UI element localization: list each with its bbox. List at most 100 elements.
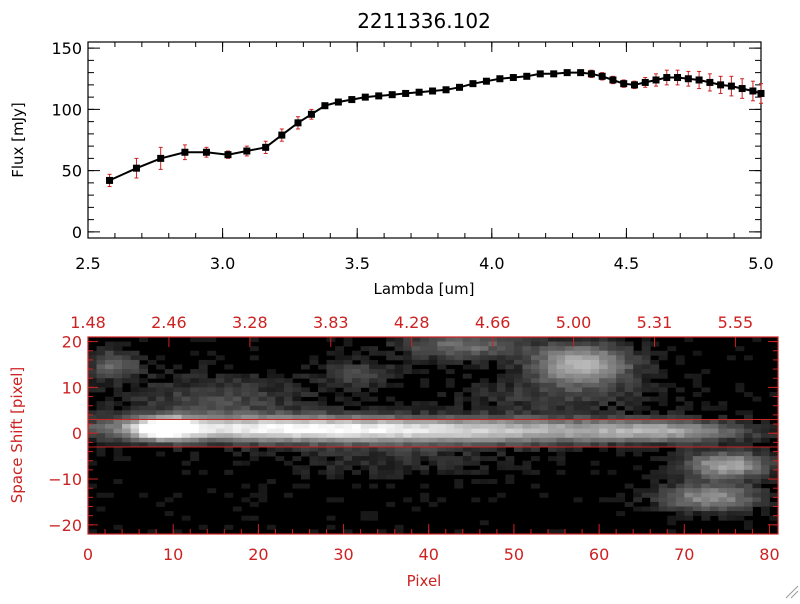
image-pixel bbox=[335, 396, 344, 402]
resize-grip[interactable] bbox=[785, 585, 799, 599]
pixel-tick-label: 0 bbox=[83, 545, 93, 564]
image-pixel bbox=[667, 419, 677, 425]
image-pixel bbox=[352, 401, 361, 407]
image-pixel bbox=[190, 369, 200, 375]
image-pixel bbox=[590, 346, 600, 352]
image-pixel bbox=[616, 382, 626, 388]
image-pixel bbox=[343, 451, 353, 457]
image-pixel bbox=[556, 414, 566, 420]
image-pixel bbox=[181, 460, 191, 466]
image-pixel bbox=[505, 433, 515, 439]
image-pixel bbox=[428, 401, 438, 407]
image-pixel bbox=[224, 364, 234, 370]
image-pixel bbox=[675, 424, 685, 430]
image-pixel bbox=[198, 369, 208, 375]
image-pixel bbox=[241, 446, 251, 452]
image-pixel bbox=[198, 414, 208, 420]
image-pixel bbox=[335, 424, 344, 430]
image-pixel bbox=[513, 424, 523, 430]
image-pixel bbox=[684, 419, 694, 425]
image-pixel bbox=[156, 437, 166, 443]
image-pixel bbox=[488, 456, 498, 462]
image-pixel bbox=[522, 424, 532, 430]
image-pixel bbox=[164, 382, 174, 388]
image-pixel bbox=[207, 414, 217, 420]
image-pixel bbox=[122, 355, 131, 361]
image-pixel bbox=[411, 419, 421, 425]
image-pixel bbox=[428, 405, 438, 411]
image-pixel bbox=[488, 391, 498, 397]
image-pixel bbox=[326, 446, 336, 452]
y-tick-label: 100 bbox=[51, 100, 82, 119]
image-pixel bbox=[701, 446, 711, 452]
image-pixel bbox=[377, 424, 387, 430]
image-pixel bbox=[505, 387, 515, 393]
image-pixel bbox=[530, 337, 540, 342]
image-pixel bbox=[650, 364, 660, 370]
image-pixel bbox=[369, 364, 379, 370]
image-pixel bbox=[684, 501, 694, 507]
image-pixel bbox=[590, 469, 600, 475]
image-pixel bbox=[445, 437, 455, 443]
image-pixel bbox=[565, 396, 574, 402]
image-pixel bbox=[752, 456, 762, 462]
image-pixel bbox=[743, 506, 753, 512]
image-pixel bbox=[624, 414, 634, 420]
image-pixel bbox=[667, 433, 677, 439]
image-pixel bbox=[650, 497, 660, 503]
image-pixel bbox=[343, 355, 353, 361]
image-pixel bbox=[215, 391, 225, 397]
image-pixel bbox=[513, 405, 523, 411]
image-pixel bbox=[164, 428, 174, 434]
image-pixel bbox=[437, 341, 447, 347]
image-pixel bbox=[428, 442, 438, 448]
image-pixel bbox=[667, 488, 677, 494]
image-pixel bbox=[735, 515, 745, 521]
image-pixel bbox=[743, 419, 753, 425]
image-pixel bbox=[658, 355, 668, 361]
image-pixel bbox=[300, 373, 310, 379]
image-pixel bbox=[156, 373, 166, 379]
image-pixel bbox=[318, 437, 327, 443]
image-pixel bbox=[190, 391, 200, 397]
image-pixel bbox=[275, 442, 285, 448]
image-pixel bbox=[641, 419, 651, 425]
image-pixel bbox=[326, 460, 336, 466]
image-pixel bbox=[241, 497, 251, 503]
image-pixel bbox=[300, 446, 310, 452]
image-pixel bbox=[215, 382, 225, 388]
image-pixel bbox=[394, 469, 404, 475]
image-pixel bbox=[565, 341, 574, 347]
image-pixel bbox=[454, 350, 464, 356]
image-pixel bbox=[352, 414, 361, 420]
image-pixel bbox=[590, 359, 600, 365]
image-pixel bbox=[122, 410, 131, 416]
image-pixel bbox=[292, 414, 302, 420]
image-pixel bbox=[743, 456, 753, 462]
image-pixel bbox=[462, 364, 472, 370]
image-pixel bbox=[420, 337, 430, 342]
image-pixel bbox=[701, 483, 711, 489]
image-pixel bbox=[641, 488, 651, 494]
image-pixel bbox=[147, 382, 157, 388]
image-pixel bbox=[266, 396, 276, 402]
image-pixel bbox=[454, 405, 464, 411]
image-pixel bbox=[326, 497, 336, 503]
image-pixel bbox=[709, 442, 719, 448]
image-pixel bbox=[650, 396, 660, 402]
space-tick-label: −10 bbox=[48, 470, 82, 489]
image-pixel bbox=[726, 446, 736, 452]
image-pixel bbox=[735, 501, 745, 507]
image-pixel bbox=[667, 346, 677, 352]
image-pixel bbox=[318, 410, 327, 416]
image-pixel bbox=[454, 446, 464, 452]
image-pixel bbox=[420, 469, 430, 475]
image-pixel bbox=[105, 442, 114, 448]
image-pixel bbox=[556, 341, 566, 347]
image-pixel bbox=[377, 414, 387, 420]
image-pixel bbox=[300, 405, 310, 411]
image-pixel bbox=[445, 465, 455, 471]
image-pixel bbox=[156, 424, 166, 430]
image-pixel bbox=[718, 446, 728, 452]
